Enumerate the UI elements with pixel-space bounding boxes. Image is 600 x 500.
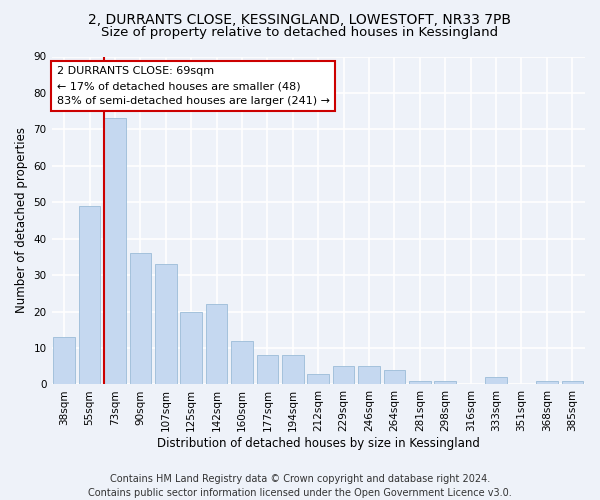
Bar <box>206 304 227 384</box>
Bar <box>358 366 380 384</box>
Bar <box>104 118 126 384</box>
Bar <box>181 312 202 384</box>
Bar <box>155 264 176 384</box>
Bar <box>307 374 329 384</box>
Bar <box>409 381 431 384</box>
Text: Contains HM Land Registry data © Crown copyright and database right 2024.
Contai: Contains HM Land Registry data © Crown c… <box>88 474 512 498</box>
Text: 2 DURRANTS CLOSE: 69sqm
← 17% of detached houses are smaller (48)
83% of semi-de: 2 DURRANTS CLOSE: 69sqm ← 17% of detache… <box>57 66 330 106</box>
Bar <box>257 356 278 384</box>
Bar <box>282 356 304 384</box>
X-axis label: Distribution of detached houses by size in Kessingland: Distribution of detached houses by size … <box>157 437 480 450</box>
Bar <box>79 206 100 384</box>
Bar <box>434 381 456 384</box>
Bar <box>536 381 557 384</box>
Bar <box>231 340 253 384</box>
Bar <box>485 377 507 384</box>
Bar <box>333 366 355 384</box>
Y-axis label: Number of detached properties: Number of detached properties <box>15 128 28 314</box>
Bar <box>383 370 405 384</box>
Bar <box>53 337 75 384</box>
Bar <box>562 381 583 384</box>
Bar <box>130 254 151 384</box>
Text: 2, DURRANTS CLOSE, KESSINGLAND, LOWESTOFT, NR33 7PB: 2, DURRANTS CLOSE, KESSINGLAND, LOWESTOF… <box>89 12 511 26</box>
Text: Size of property relative to detached houses in Kessingland: Size of property relative to detached ho… <box>101 26 499 39</box>
